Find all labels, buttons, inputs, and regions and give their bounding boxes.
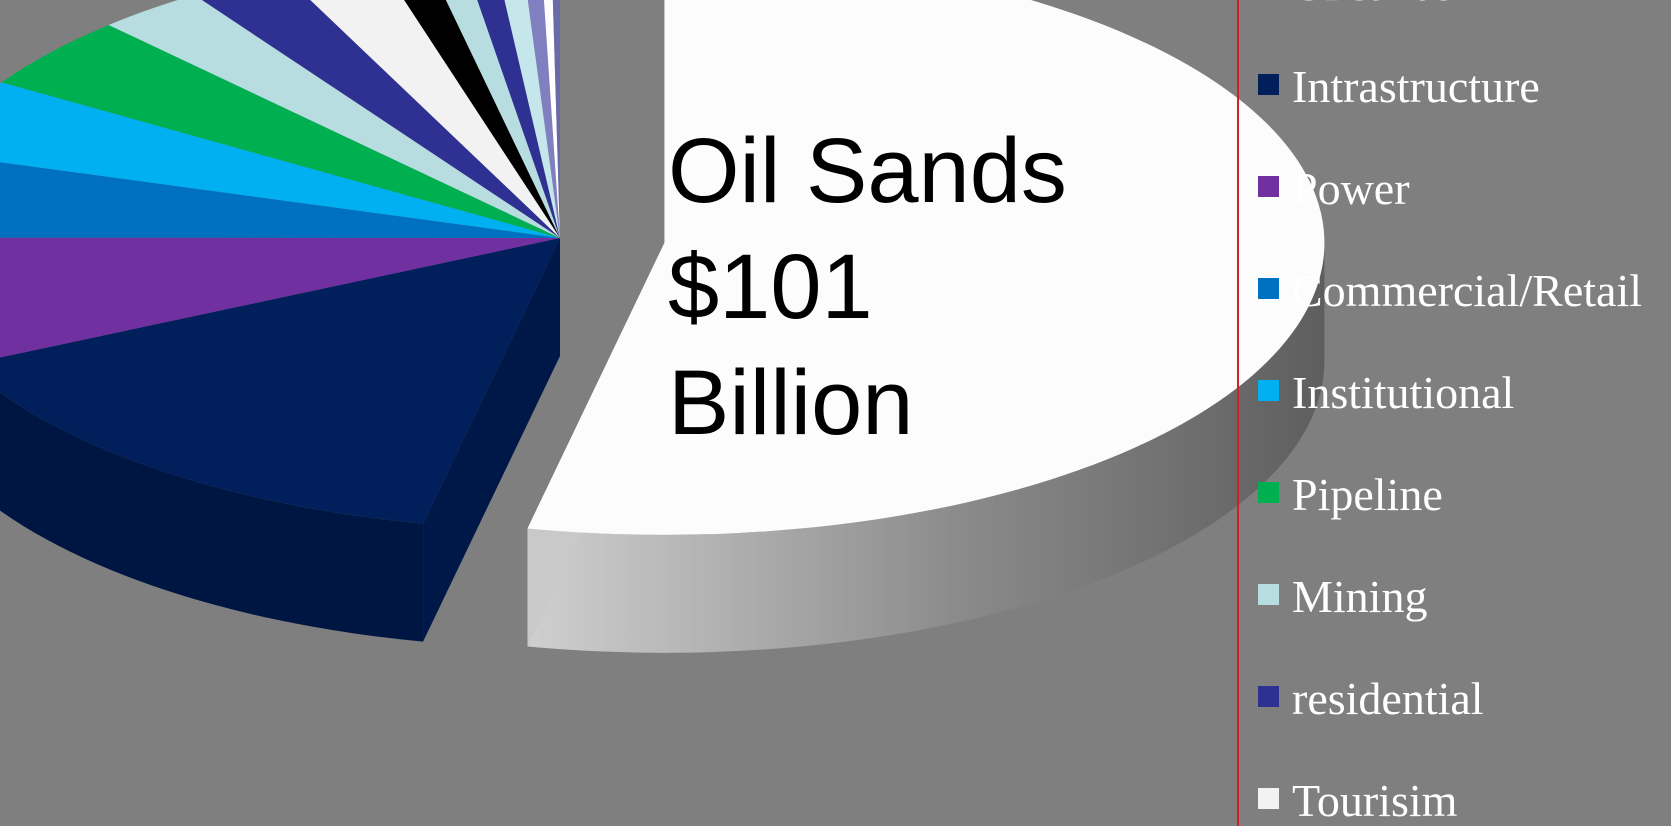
oil-sands-callout: Oil Sands $101 Billion (668, 120, 1067, 454)
slice-cut-main (423, 238, 560, 642)
legend-item-mining: Mining (1258, 571, 1427, 622)
legend-label-pipeline: Pipeline (1292, 469, 1443, 520)
slice-side-intrastructure (0, 392, 424, 642)
legend-swatch-power (1258, 176, 1279, 197)
slice-side-oilsands (527, 242, 1325, 653)
legend-item-commercial-retail: Commercial/Retail (1258, 265, 1642, 316)
callout-line-3: Billion (668, 352, 913, 454)
legend-swatch-commercial-retail (1258, 278, 1279, 299)
slice-slice-9 (404, 0, 560, 238)
slice-slice-11 (477, 0, 560, 238)
slice-power (0, 237, 560, 358)
slice-oilsands (527, 0, 1325, 535)
legend-label-mining: Mining (1292, 571, 1427, 622)
legend-label-intrastructure: Intrastructure (1292, 61, 1540, 112)
legend-label-commercial-retail: Commercial/Retail (1292, 265, 1642, 316)
legend-item-institutional: Institutional (1258, 367, 1514, 418)
slice-slice-12 (504, 0, 560, 238)
legend-swatch-pipeline (1258, 482, 1279, 503)
legend-item-power: Power (1258, 163, 1410, 214)
callout-line-1: Oil Sands (668, 120, 1067, 222)
legend-label-residential: residential (1292, 673, 1484, 724)
legend-label-institutional: Institutional (1292, 367, 1514, 418)
callout-line-2: $101 (668, 236, 873, 338)
slice-slice-13 (527, 0, 560, 238)
legend-swatch-institutional (1258, 380, 1279, 401)
slice-institutional (0, 82, 560, 238)
slice-intrastructure (0, 238, 560, 524)
legend-swatch-tourisim (1258, 788, 1279, 809)
pie-slices (0, 0, 1325, 653)
slice-pipeline (1, 24, 561, 238)
legend-swatch-mining (1258, 584, 1279, 605)
legend: Oilsands Intrastructure Power Commercial/Re… (1258, 0, 1642, 826)
slice-mining (108, 0, 560, 238)
slice-commercial-retail (0, 162, 560, 238)
slice-slice-14 (543, 0, 560, 238)
slice-slice-15 (552, 0, 560, 238)
legend-swatch-intrastructure (1258, 74, 1279, 95)
legend-item-residential: residential (1258, 673, 1484, 724)
legend-label-power: Power (1292, 163, 1410, 214)
legend-item-pipeline: Pipeline (1258, 469, 1443, 520)
slice-slice-10 (445, 0, 560, 238)
legend-label-tourisim: Tourisim (1292, 775, 1458, 826)
legend-item-oilsands: Oilsands (1292, 0, 1453, 10)
legend-swatch-residential (1258, 686, 1279, 707)
legend-label-oilsands: Oilsands (1292, 0, 1453, 10)
legend-item-tourisim: Tourisim (1258, 775, 1458, 826)
slice-tourisim (310, 0, 560, 238)
legend-item-intrastructure: Intrastructure (1258, 61, 1540, 112)
